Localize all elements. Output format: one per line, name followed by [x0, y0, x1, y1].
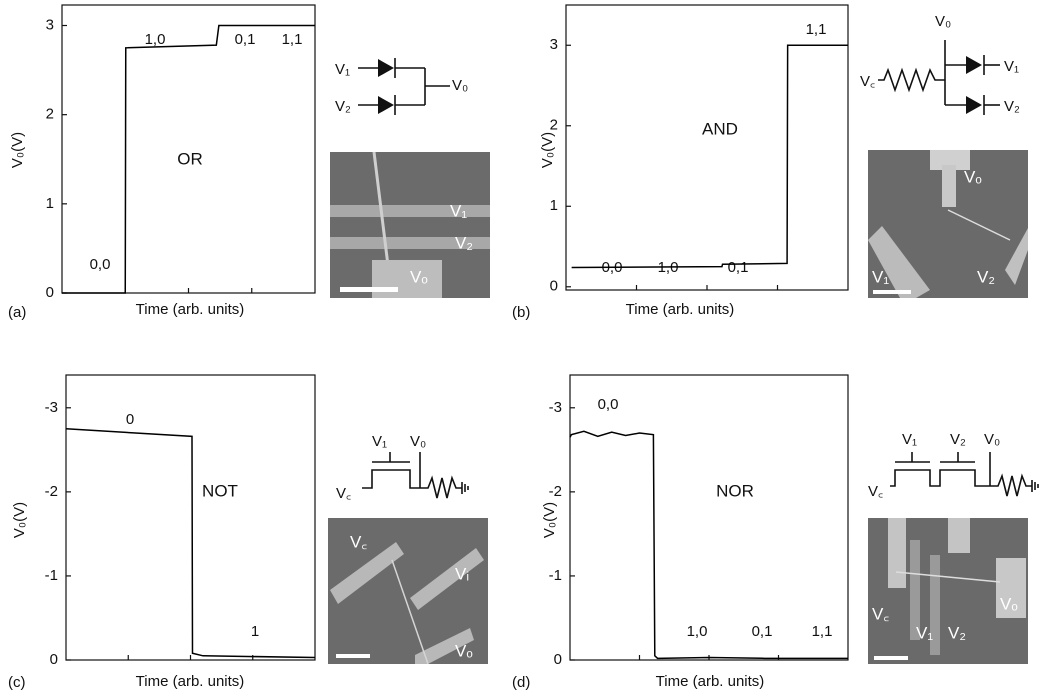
image-label: Vₒ: [1000, 594, 1018, 613]
circuit-label: V₂: [1004, 98, 1020, 115]
y-tick-label: 2: [550, 117, 558, 134]
y-tick-label: 3: [46, 16, 54, 33]
sem-image-d: V꜀ V₁ V₂ Vₒ: [868, 518, 1028, 664]
y-axis-label: V₀(V): [541, 502, 558, 538]
x-axis-label: Time (arb. units): [136, 673, 245, 690]
circuit-label: V₀: [935, 13, 951, 30]
plot-frame: [570, 375, 848, 660]
y-tick-label: -2: [549, 483, 562, 500]
image-label: V₁: [916, 623, 933, 642]
figure: V₁ V₂ V₀ V₁ V₂ Vₒ V₀ V꜀ V₁ V₂ Vₒ V₁ V₂: [0, 0, 1046, 693]
sem-image-a: V₁ V₂ Vₒ: [330, 152, 490, 298]
image-label: Vₒ: [410, 267, 428, 286]
image-label: Vₒ: [964, 167, 982, 186]
y-tick-label: 0: [50, 651, 58, 668]
y-axis-label: V₀(V): [9, 132, 26, 168]
image-label: Vₒ: [455, 641, 473, 660]
image-label: V₂: [977, 267, 995, 286]
gate-label: NOR: [716, 481, 754, 500]
y-tick-label: -2: [45, 483, 58, 500]
x-axis-label: Time (arb. units): [656, 673, 765, 690]
y-tick-label: 0: [46, 284, 54, 301]
x-axis-label: Time (arb. units): [626, 301, 735, 318]
image-label: Vᵢ: [455, 564, 469, 583]
circuit-label: V₁: [372, 433, 387, 450]
state-label: 1,1: [282, 31, 303, 48]
circuit-nor: V₁ V₂ V₀ V꜀: [868, 431, 1038, 500]
panel-label: (d): [512, 674, 530, 691]
gate-label: NOT: [202, 481, 238, 500]
image-label: V꜀: [350, 532, 367, 551]
state-label: 0,0: [90, 256, 111, 273]
state-label: 0,0: [598, 396, 619, 413]
state-label: 0: [126, 411, 134, 428]
y-tick-label: 0: [554, 651, 562, 668]
y-tick-label: -3: [549, 399, 562, 416]
x-axis-label: Time (arb. units): [136, 301, 245, 318]
state-label: 0,1: [752, 623, 773, 640]
sem-image-c: V꜀ Vᵢ Vₒ: [328, 518, 488, 664]
image-label: V₁: [450, 201, 467, 220]
image-label: V₂: [455, 233, 473, 252]
circuit-label: V₂: [950, 431, 966, 448]
state-label: 1,0: [687, 623, 708, 640]
y-tick-label: 1: [46, 195, 54, 212]
circuit-label: V꜀: [336, 485, 351, 502]
y-axis-label: V₀(V): [539, 132, 556, 168]
circuit-label: V₁: [902, 431, 917, 448]
state-label: 1,1: [806, 21, 827, 38]
state-label: 1,1: [812, 623, 833, 640]
panel-label: (a): [8, 304, 26, 321]
circuit-label: V₀: [452, 77, 468, 94]
y-tick-label: 2: [46, 106, 54, 123]
gate-label: AND: [702, 119, 738, 138]
sem-image-b: Vₒ V₁ V₂: [868, 150, 1028, 298]
y-tick-label: 3: [550, 36, 558, 53]
circuit-label: V꜀: [860, 73, 875, 90]
y-tick-label: 1: [550, 197, 558, 214]
y-tick-label: -3: [45, 399, 58, 416]
circuit-label: V₂: [335, 98, 351, 115]
circuit-label: V₀: [984, 431, 1000, 448]
state-label: 0,1: [728, 259, 749, 276]
y-axis-label: V₀(V): [11, 502, 28, 538]
image-label: V₁: [872, 267, 889, 286]
plot-frame: [66, 375, 315, 660]
panel-label: (b): [512, 304, 530, 321]
state-label: 0,1: [235, 31, 256, 48]
circuit-or: V₁ V₂ V₀: [335, 58, 468, 115]
circuit-not: V₁ V₀ V꜀: [336, 433, 468, 502]
image-label: V꜀: [872, 604, 889, 623]
panel-label: (c): [8, 674, 26, 691]
data-line: [66, 429, 315, 658]
data-line: [572, 45, 848, 267]
state-label: 1,0: [145, 31, 166, 48]
data-line: [570, 431, 848, 658]
plot-frame: [566, 5, 848, 290]
circuit-and: V₀ V꜀ V₁ V₂: [860, 13, 1020, 115]
y-tick-label: -1: [45, 567, 58, 584]
gate-label: OR: [177, 149, 203, 168]
state-label: 1: [251, 623, 259, 640]
circuit-label: V₁: [1004, 58, 1019, 75]
y-tick-label: 0: [550, 278, 558, 295]
circuit-label: V₀: [410, 433, 426, 450]
image-label: V₂: [948, 623, 966, 642]
y-tick-label: -1: [549, 567, 562, 584]
circuit-label: V꜀: [868, 483, 883, 500]
circuit-label: V₁: [335, 61, 350, 78]
